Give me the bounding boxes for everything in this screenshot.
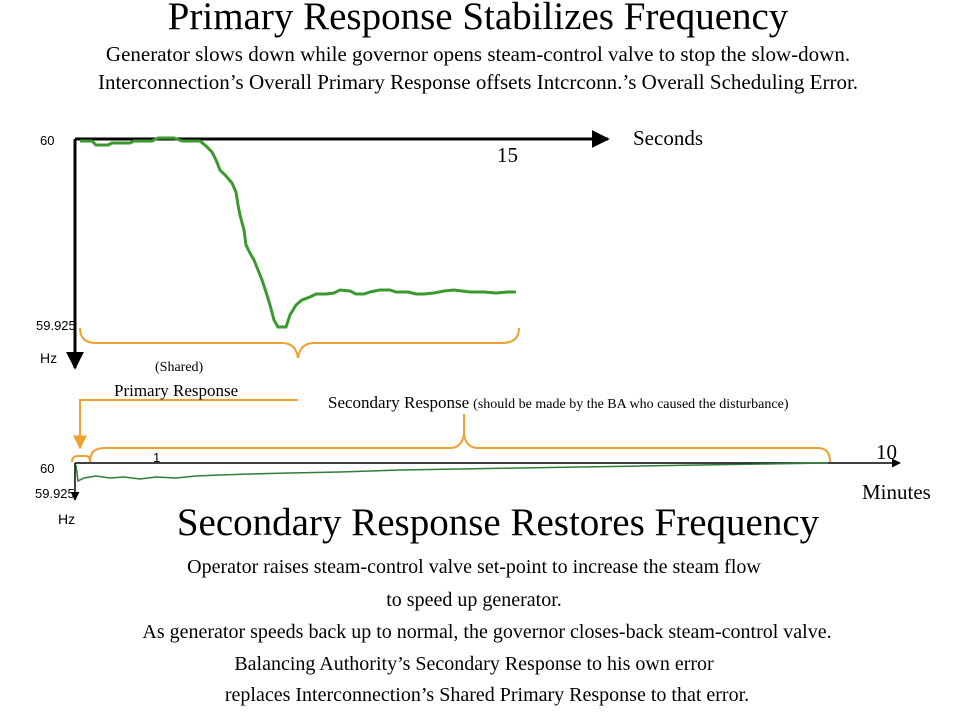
- primary-response-brace: [79, 327, 520, 359]
- secondary-response-label: Secondary Response (should be made by th…: [328, 393, 788, 413]
- top-chart-x-value: 15: [497, 143, 518, 167]
- body-line-3: As generator speeds back up to normal, t…: [142, 621, 832, 643]
- bottom-chart-frequency-trace: [75, 462, 829, 483]
- bottom-chart-x-unit: Minutes: [862, 480, 931, 504]
- subtitle-line-2: Interconnection’s Overall Primary Respon…: [97, 70, 859, 94]
- body-line-2: to speed up generator.: [386, 589, 562, 611]
- title-primary-response: Primary Response Stabilizes Frequency: [167, 0, 789, 38]
- bottom-chart-y-tick-59925: 59.925: [35, 486, 75, 501]
- body-line-5: replaces Interconnection’s Shared Primar…: [224, 684, 750, 706]
- bottom-chart-y-unit: Hz: [58, 511, 76, 527]
- body-line-4: Balancing Authority’s Secondary Response…: [234, 653, 714, 675]
- secondary-response-brace: [89, 433, 831, 463]
- secondary-response-label-note: (should be made by the BA who caused the…: [473, 397, 789, 412]
- primary-to-bottom-connector: [73, 399, 298, 450]
- top-chart-y-tick-59925: 59.925: [36, 318, 76, 333]
- bottom-chart-y-tick-60: 60: [40, 461, 55, 476]
- top-chart-frequency-trace: [80, 136, 516, 329]
- top-chart-y-unit: Hz: [40, 350, 58, 366]
- subtitle-line-1: Generator slows down while governor open…: [105, 42, 851, 66]
- secondary-response-label-main: Secondary Response: [328, 393, 470, 412]
- top-chart-y-tick-60: 60: [40, 133, 55, 148]
- bottom-chart-x-value: 10: [876, 440, 897, 464]
- top-chart-x-unit: Seconds: [633, 126, 703, 150]
- brace-label-shared: (Shared): [155, 360, 204, 375]
- bottom-chart-small-mark: 1: [153, 450, 161, 465]
- brace-label-primary-response: Primary Response: [114, 381, 239, 400]
- body-line-1: Operator raises steam-control valve set-…: [187, 556, 761, 578]
- small-primary-brace: [71, 455, 91, 463]
- title-secondary-response: Secondary Response Restores Frequency: [176, 501, 820, 544]
